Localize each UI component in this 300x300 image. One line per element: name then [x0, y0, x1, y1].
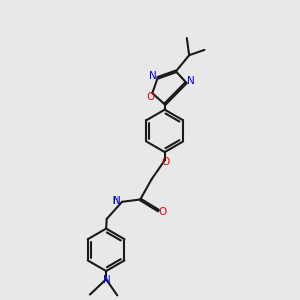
Text: O: O — [158, 207, 167, 217]
Text: N: N — [149, 71, 157, 81]
Text: N: N — [113, 196, 121, 206]
Text: N: N — [187, 76, 195, 86]
Text: N: N — [103, 275, 111, 285]
Text: O: O — [161, 158, 170, 167]
Text: O: O — [147, 92, 155, 102]
Text: H: H — [112, 196, 119, 206]
